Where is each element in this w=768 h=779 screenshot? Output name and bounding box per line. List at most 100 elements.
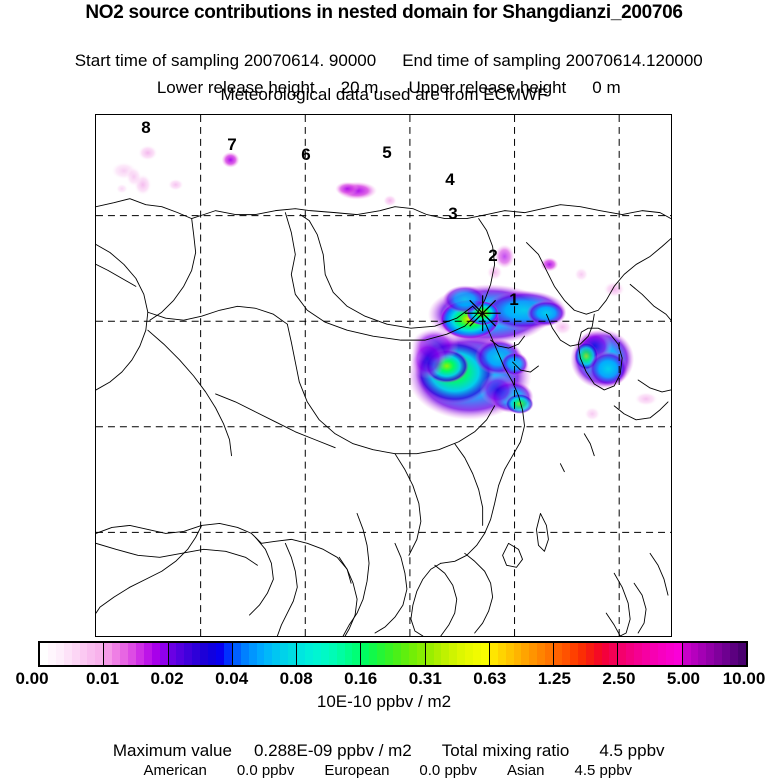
map-label-2: 2 [488, 246, 498, 265]
meteorology-line: Meteorological data used are from ECMWF [220, 85, 548, 104]
colorbar-step [457, 643, 466, 665]
colorbar-segment-2 [168, 643, 233, 665]
colorbar-step [609, 643, 618, 665]
map-panel[interactable]: 8 7 6 5 4 3 2 1 [95, 114, 672, 637]
colorbar-tick-3: 0.04 [215, 669, 249, 688]
colorbar-step [577, 643, 586, 665]
start-time-value: 20070614. 90000 [243, 51, 377, 70]
colorbar-segment-3 [232, 643, 298, 665]
colorbar-step [433, 643, 442, 665]
colorbar-step [288, 643, 297, 665]
colorbar-step [352, 643, 361, 665]
colorbar-step [505, 643, 514, 665]
colorbar-segment-4 [297, 643, 362, 665]
maximum-value-label: Maximum value [112, 741, 232, 760]
colorbar-segment-8 [554, 643, 619, 665]
colorbar-step [192, 643, 201, 665]
marker-layer [464, 295, 501, 332]
colorbar-step [554, 643, 563, 665]
colorbar-segment-7 [489, 643, 555, 665]
colorbar-step [698, 643, 707, 665]
map-label-8: 8 [141, 118, 151, 137]
map-label-4: 4 [445, 170, 455, 189]
colorbar-step [312, 643, 321, 665]
colorbar-step [63, 643, 72, 665]
colorbar-step [55, 643, 64, 665]
page-title: NO2 source contributions in nested domai… [85, 2, 683, 23]
colorbar-step [256, 643, 265, 665]
european-value: 0.0 ppbv [419, 762, 477, 779]
maximum-value: 0.288E-09 ppbv / m2 [253, 741, 412, 760]
total-mixing-ratio-value: 4.5 ppbv [599, 741, 665, 760]
release-site-star [464, 295, 501, 332]
sampling-time-line: Start time of sampling 20070614. 90000 En… [0, 31, 768, 71]
colorbar-step [280, 643, 289, 665]
colorbar-unit-label: 10E-10 ppbv / m2 [316, 692, 452, 711]
colorbar-step [120, 643, 128, 665]
colorbar-step [361, 643, 370, 665]
colorbar-step [626, 643, 635, 665]
colorbar-step [465, 643, 474, 665]
colorbar-step [497, 643, 506, 665]
colorbar-segment-0 [40, 643, 105, 665]
colorbar-step [722, 643, 731, 665]
colorbar-step [135, 643, 144, 665]
map-label-1: 1 [509, 290, 519, 309]
map-label-3: 3 [448, 204, 458, 223]
colorbar-step [730, 643, 738, 665]
colorbar-step [215, 643, 224, 665]
colorbar-step [513, 643, 522, 665]
colorbar-step [47, 643, 56, 665]
colorbar-tick-5: 0.16 [344, 669, 378, 688]
colorbar-tick-0: 0.00 [15, 669, 49, 688]
colorbar-step [618, 643, 627, 665]
summary-line-contributions: American 0.0 ppbv European 0.0 ppbv Asian 4.5… [0, 745, 768, 779]
colorbar-step [449, 643, 458, 665]
concentration-field [110, 144, 659, 421]
colorbar-step [159, 643, 168, 665]
colorbar-step [650, 643, 658, 665]
colorbar-step [112, 643, 121, 665]
colorbar-step [545, 643, 554, 665]
colorbar-step [673, 643, 682, 665]
colorbar-step [657, 643, 666, 665]
colorbar-step [400, 643, 409, 665]
colorbar-step [473, 643, 481, 665]
colorbar-step [601, 643, 610, 665]
american-value: 0.0 ppbv [236, 762, 295, 779]
colorbar-step [385, 643, 393, 665]
map-label-6: 6 [301, 145, 311, 164]
colorbar-step [714, 643, 723, 665]
colorbar-step [665, 643, 674, 665]
colorbar-step [95, 643, 104, 665]
colorbar-tick-6: 0.31 [408, 669, 442, 688]
colorbar-tick-2: 0.02 [150, 669, 184, 688]
colorbar-step [392, 643, 401, 665]
colorbar-step [344, 643, 353, 665]
colorbar-step [593, 643, 602, 665]
colorbar-step [521, 643, 530, 665]
colorbar-segment-9 [618, 643, 683, 665]
colorbar-step [369, 643, 378, 665]
colorbar-step [634, 643, 643, 665]
lower-release-label: Lower release height [156, 78, 315, 97]
asian-label: Asian [506, 762, 545, 779]
asian-value: 4.5 ppbv [574, 762, 633, 779]
colorbar-step [562, 643, 570, 665]
colorbar [38, 641, 748, 667]
colorbar-step [441, 643, 450, 665]
colorbar-step [71, 643, 80, 665]
colorbar-step [40, 643, 48, 665]
colorbar-step [200, 643, 209, 665]
colorbar-step [537, 643, 546, 665]
colorbar-step [738, 643, 746, 665]
colorbar-step [304, 643, 313, 665]
colorbar-tick-7: 0.63 [473, 669, 507, 688]
colorbar-step [706, 643, 715, 665]
dispersion-map[interactable] [96, 115, 671, 636]
colorbar-tick-4: 0.08 [279, 669, 313, 688]
colorbar-step [425, 643, 434, 665]
colorbar-step [184, 643, 193, 665]
colorbar-step [232, 643, 241, 665]
colorbar-step [168, 643, 177, 665]
